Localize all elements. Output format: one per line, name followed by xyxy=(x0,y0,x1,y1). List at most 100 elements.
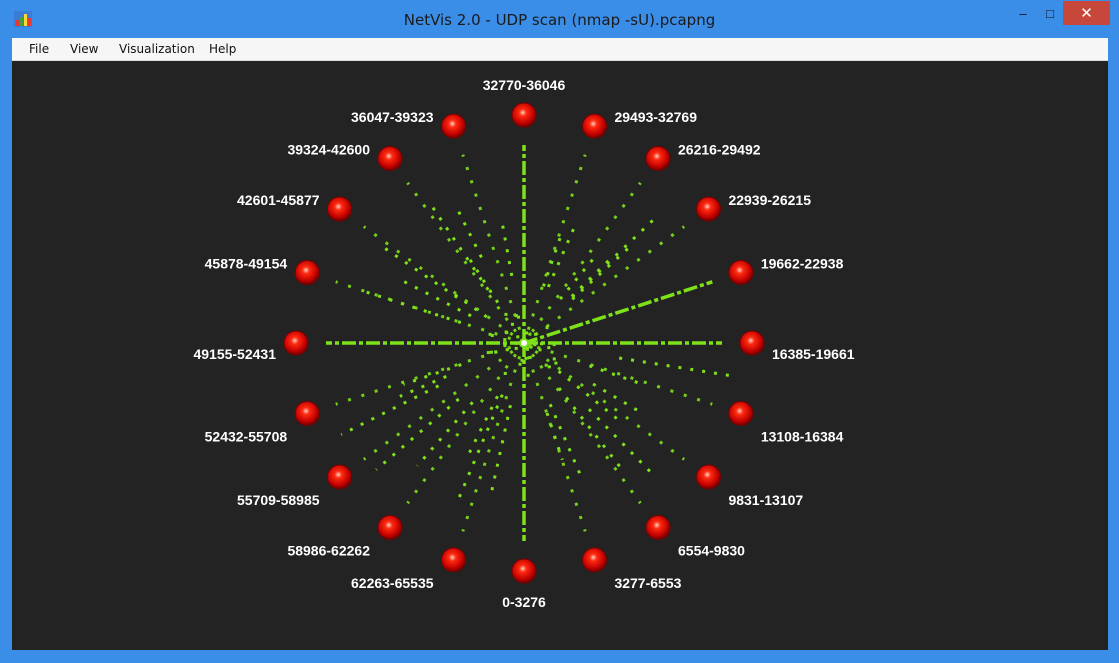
traffic-dot xyxy=(525,331,529,335)
edge-fragment-58986-62262 xyxy=(416,401,474,467)
edge-fragment-58986-62262 xyxy=(465,395,499,459)
title-bar[interactable]: NetVis 2.0 - UDP scan (nmap -sU).pcapng … xyxy=(0,0,1119,38)
port-node-58986-62262[interactable] xyxy=(377,514,403,540)
edge-fragment-62263-65535 xyxy=(455,394,504,503)
traffic-dot xyxy=(518,362,522,366)
port-node-6554-9830[interactable] xyxy=(645,514,671,540)
edge-fragment-29493-32769 xyxy=(542,236,562,287)
port-node-22939-26215[interactable] xyxy=(695,196,721,222)
edge-fragment-3277-6553 xyxy=(545,412,564,461)
port-node-52432-55708[interactable] xyxy=(294,400,320,426)
port-label-22939-26215: 22939-26215 xyxy=(728,192,811,208)
menu-help[interactable]: Help xyxy=(209,42,237,56)
port-node-26216-29492[interactable] xyxy=(645,146,671,172)
traffic-dot xyxy=(486,351,490,355)
edge-62263-65535 xyxy=(461,342,526,532)
edge-fragment-6554-9830 xyxy=(557,387,623,471)
port-label-13108-16384: 13108-16384 xyxy=(761,428,844,444)
edge-fragment-39324-42600 xyxy=(465,253,500,304)
window-bottom-frame xyxy=(0,650,1119,663)
port-node-0-3276[interactable] xyxy=(511,558,537,584)
port-node-45878-49154[interactable] xyxy=(294,260,320,286)
traffic-dot xyxy=(510,322,514,326)
port-node-36047-39323[interactable] xyxy=(441,113,467,139)
edge-13108-16384 xyxy=(523,341,713,406)
traffic-dot xyxy=(489,350,493,354)
traffic-dot xyxy=(554,361,558,365)
port-label-16385-19661: 16385-19661 xyxy=(772,346,855,362)
edge-58986-62262 xyxy=(406,342,526,505)
traffic-dot xyxy=(529,345,533,349)
edge-fragment-52432-55708 xyxy=(402,363,462,386)
traffic-dot xyxy=(539,342,543,346)
edge-fragment-13108-16384 xyxy=(618,356,736,378)
port-node-49155-52431[interactable] xyxy=(283,330,309,356)
port-label-3277-6553: 3277-6553 xyxy=(614,575,681,591)
traffic-dot xyxy=(526,373,530,377)
port-node-32770-36046[interactable] xyxy=(511,102,537,128)
scanner-host-node[interactable] xyxy=(519,338,529,348)
edge-52432-55708 xyxy=(335,341,525,406)
edge-fragment-3277-6553 xyxy=(548,403,584,479)
traffic-dot xyxy=(552,343,556,347)
minimize-button[interactable]: – xyxy=(1019,5,1027,21)
edge-9831-13107 xyxy=(523,341,686,461)
edge-fragment-42601-45877 xyxy=(380,244,459,299)
edge-fragment-13108-16384 xyxy=(588,364,641,385)
port-node-13108-16384[interactable] xyxy=(728,400,754,426)
port-node-55709-58985[interactable] xyxy=(327,464,353,490)
edge-45878-49154 xyxy=(335,280,525,345)
traffic-dot xyxy=(524,356,528,360)
port-node-29493-32769[interactable] xyxy=(581,113,607,139)
traffic-dot xyxy=(533,332,537,336)
port-label-42601-45877: 42601-45877 xyxy=(237,192,320,208)
port-node-62263-65535[interactable] xyxy=(441,547,467,573)
port-node-39324-42600[interactable] xyxy=(377,146,403,172)
edge-fragment-36047-39323 xyxy=(499,217,514,277)
window-title: NetVis 2.0 - UDP scan (nmap -sU).pcapng xyxy=(403,11,716,29)
edge-26216-29492 xyxy=(522,181,642,344)
traffic-dot xyxy=(547,346,551,350)
port-node-3277-6553[interactable] xyxy=(581,547,607,573)
edge-fragment-45878-49154 xyxy=(403,280,472,318)
edge-fragment-55709-58985 xyxy=(340,384,440,436)
maximize-button[interactable]: □ xyxy=(1046,5,1054,21)
port-node-9831-13107[interactable] xyxy=(695,464,721,490)
traffic-dot xyxy=(538,348,542,352)
port-node-16385-19661[interactable] xyxy=(739,330,765,356)
edge-29493-32769 xyxy=(522,154,587,344)
edge-fragment-52432-55708 xyxy=(399,375,447,398)
traffic-dot xyxy=(505,348,509,352)
traffic-dot xyxy=(490,333,494,337)
menu-bar: File View Visualization Help xyxy=(12,38,1108,61)
port-node-19662-22938[interactable] xyxy=(728,260,754,286)
port-label-0-3276: 0-3276 xyxy=(502,594,546,610)
menu-visualization[interactable]: Visualization xyxy=(119,42,195,56)
edge-22939-26215 xyxy=(523,225,686,345)
edge-fragment-36047-39323 xyxy=(453,203,483,259)
menu-view[interactable]: View xyxy=(70,42,99,56)
app-icon xyxy=(14,11,32,27)
edge-6554-9830 xyxy=(522,342,642,505)
traffic-dot xyxy=(516,335,520,339)
traffic-dot xyxy=(514,346,518,350)
port-node-42601-45877[interactable] xyxy=(327,196,353,222)
edge-fragment-26216-29492 xyxy=(570,254,615,298)
port-label-62263-65535: 62263-65535 xyxy=(351,575,434,591)
edge-fragment-22939-26215 xyxy=(571,215,658,299)
visualization-canvas[interactable]: 0-3276 3277-6553 6554-9830 9831-13107 13108-… xyxy=(12,61,1108,650)
edge-fragment-9831-13107 xyxy=(592,382,640,413)
menu-file[interactable]: File xyxy=(29,42,50,56)
close-button[interactable]: ✕ xyxy=(1063,1,1110,25)
edge-fragment-55709-58985 xyxy=(375,397,460,471)
port-label-55709-58985: 55709-58985 xyxy=(237,492,320,508)
port-scan-graph[interactable]: 0-3276 3277-6553 6554-9830 9831-13107 13108-… xyxy=(12,61,1108,650)
traffic-dot xyxy=(547,365,551,369)
port-label-6554-9830: 6554-9830 xyxy=(678,542,745,558)
traffic-dot xyxy=(504,330,508,334)
traffic-dot xyxy=(525,346,529,350)
traffic-dot xyxy=(504,312,508,316)
traffic-dot xyxy=(520,358,524,362)
traffic-dot xyxy=(545,326,549,330)
